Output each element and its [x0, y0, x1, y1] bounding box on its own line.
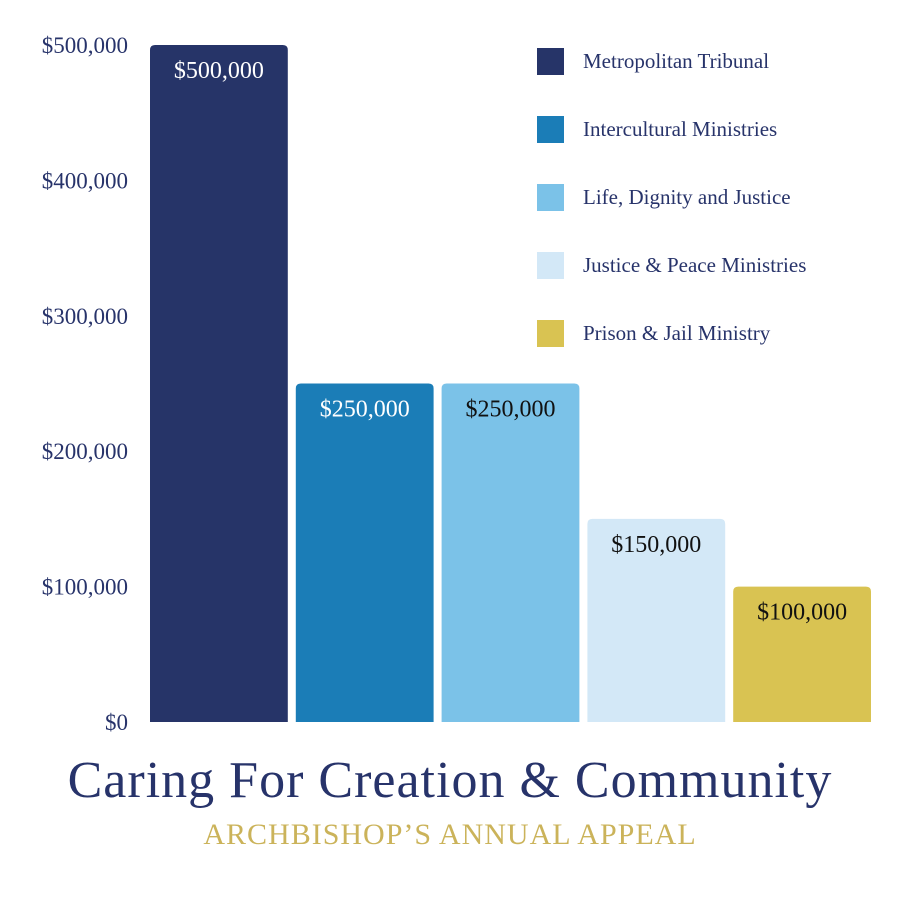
legend: Metropolitan Tribunal Intercultural Minis…	[537, 48, 806, 347]
bar-data-label: $250,000	[320, 397, 410, 423]
y-tick-label: $500,000	[42, 33, 128, 58]
legend-swatch	[537, 116, 564, 143]
legend-swatch	[537, 320, 564, 347]
legend-label: Life, Dignity and Justice	[583, 185, 791, 209]
bars	[150, 45, 871, 722]
bar-data-label: $250,000	[466, 397, 556, 423]
bar	[587, 518, 726, 722]
y-tick-label: $0	[105, 710, 128, 735]
legend-swatch	[537, 184, 564, 211]
bar	[150, 45, 288, 722]
legend-label: Justice & Peace Ministries	[583, 253, 806, 277]
legend-label: Intercultural Ministries	[583, 117, 777, 141]
bar-data-label: $100,000	[757, 600, 847, 626]
bar-chart: $0 $100,000 $200,000 $300,000 $400,000 $500,0…	[42, 33, 871, 735]
y-tick-label: $100,000	[42, 575, 128, 600]
y-tick-label: $300,000	[42, 304, 128, 329]
legend-swatch	[537, 48, 564, 75]
bar	[733, 586, 871, 722]
y-tick-label: $400,000	[42, 168, 128, 193]
legend-swatch	[537, 252, 564, 279]
y-tick-label: $200,000	[42, 439, 128, 464]
chart-title: Caring For Creation & Community	[67, 752, 833, 809]
bar-labels: $500,000 $250,000 $250,000 $150,000 $100,000	[174, 58, 847, 626]
bar	[295, 383, 434, 722]
chart-subtitle: ARCHBISHOP’S ANNUAL APPEAL	[203, 818, 697, 851]
bar	[441, 383, 580, 722]
bar-data-label: $150,000	[611, 532, 701, 558]
legend-label: Prison & Jail Ministry	[583, 321, 771, 345]
legend-label: Metropolitan Tribunal	[583, 49, 769, 73]
bar-data-label: $500,000	[174, 58, 264, 84]
y-axis: $0 $100,000 $200,000 $300,000 $400,000 $500,0…	[42, 33, 128, 735]
